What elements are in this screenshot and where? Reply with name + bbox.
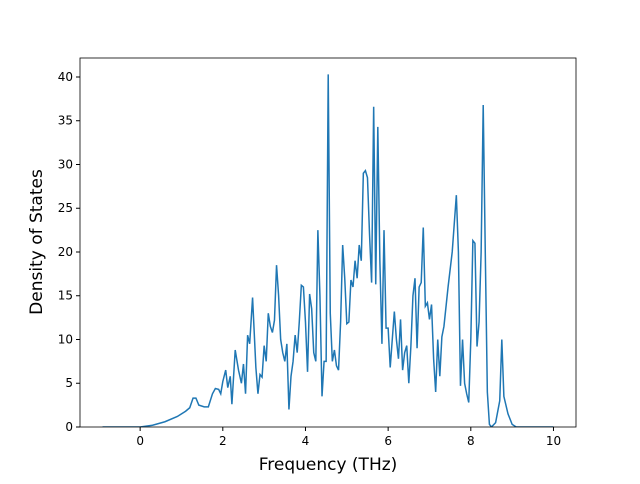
y-tick-label: 15 bbox=[58, 289, 73, 303]
y-tick-label: 30 bbox=[58, 157, 73, 171]
x-tick-label: 4 bbox=[302, 434, 310, 448]
line bbox=[102, 74, 554, 427]
x-tick-label: 8 bbox=[467, 434, 475, 448]
y-axis-label: Density of States bbox=[27, 169, 47, 315]
y-tick-label: 40 bbox=[58, 70, 73, 84]
y-tick-label: 35 bbox=[58, 114, 73, 128]
plot-frame bbox=[79, 57, 577, 428]
y-tick-label: 20 bbox=[58, 245, 73, 259]
y-tick-label: 10 bbox=[58, 332, 73, 346]
x-axis-label: Frequency (THz) bbox=[259, 455, 398, 475]
x-tick-label: 10 bbox=[546, 434, 561, 448]
y-tick-label: 25 bbox=[58, 201, 73, 215]
y-tick-label: 0 bbox=[65, 420, 73, 434]
x-tick-label: 2 bbox=[219, 434, 227, 448]
x-tick-label: 6 bbox=[384, 434, 392, 448]
y-tick-label: 5 bbox=[65, 376, 73, 390]
x-tick-label: 0 bbox=[136, 434, 144, 448]
